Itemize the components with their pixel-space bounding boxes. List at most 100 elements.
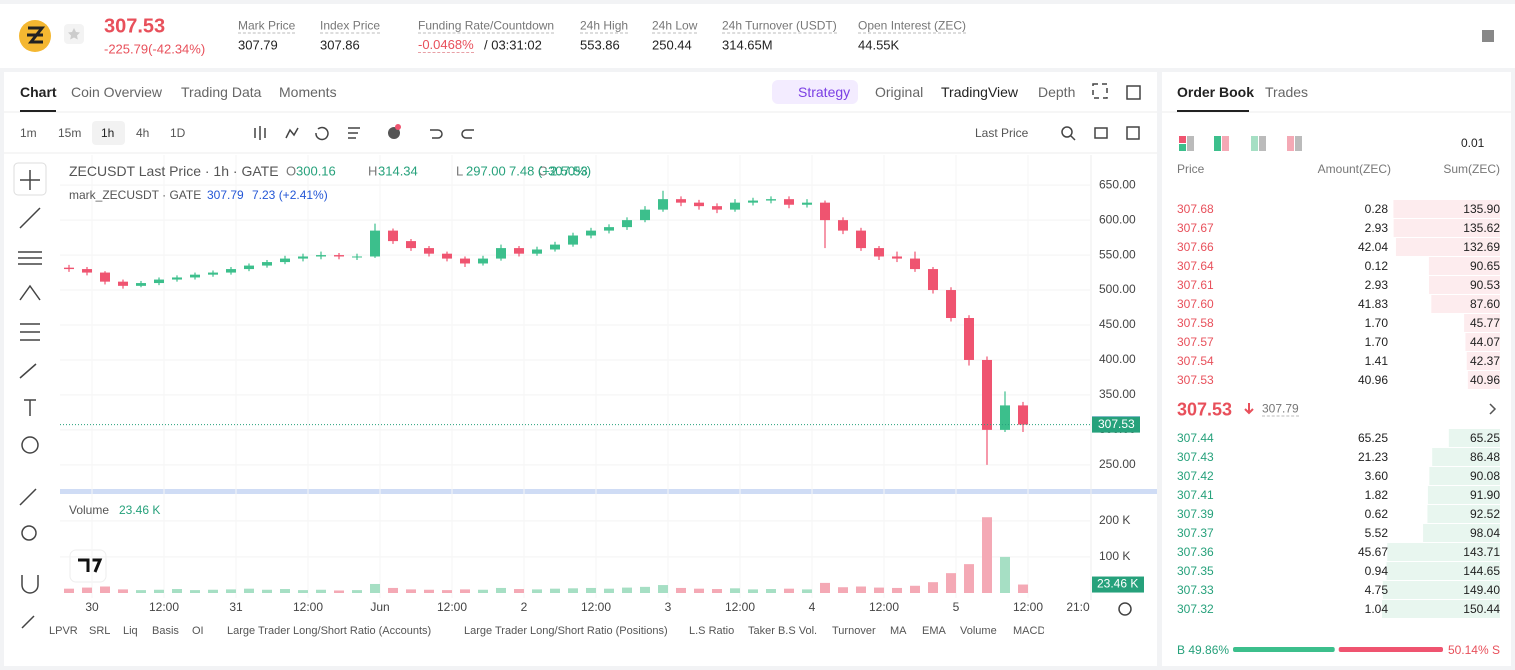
volume-bar: [820, 582, 830, 593]
indicator[interactable]: OI: [192, 625, 204, 637]
indicator[interactable]: Turnover: [832, 625, 876, 637]
tab[interactable]: Moments: [279, 84, 337, 100]
indicator[interactable]: MACD: [1013, 625, 1044, 637]
stat-label: 24h Turnover (USDT): [722, 18, 837, 34]
sell-ratio: [1338, 647, 1443, 652]
ob-amount: 1.82: [1364, 488, 1388, 502]
strategy-pill[interactable]: [772, 80, 858, 104]
ob-tab[interactable]: Trades: [1265, 84, 1309, 100]
depth-bar: [1386, 562, 1500, 580]
candle-body: [784, 199, 794, 205]
y-tick-label: 250.00: [1099, 457, 1136, 471]
interval[interactable]: 1m: [20, 126, 37, 140]
indicator-icon[interactable]: [388, 127, 400, 139]
chart: 250.00300.00350.00400.00450.00500.00550.…: [60, 155, 1500, 652]
volume-bar: [118, 589, 128, 593]
settings-icon[interactable]: [1118, 602, 1132, 616]
depth-bar: [1429, 467, 1500, 485]
precision[interactable]: 0.01: [1461, 136, 1485, 150]
last-price-label: 307.53: [1098, 417, 1135, 431]
ob-price: 307.58: [1177, 316, 1214, 330]
indicator[interactable]: Large Trader Long/Short Ratio (Positions…: [464, 625, 668, 637]
interval[interactable]: 15m: [58, 126, 82, 140]
candle-body: [136, 283, 146, 286]
x-tick-label: 31: [229, 600, 243, 614]
volume-bar: [262, 589, 272, 593]
volume-bar: [748, 589, 758, 593]
indicator[interactable]: Taker B.S Vol.: [748, 625, 818, 637]
indicator[interactable]: SRL: [89, 625, 111, 637]
indicator[interactable]: Liq: [123, 625, 138, 637]
stat-label: Mark Price: [238, 18, 296, 34]
volume-bar: [694, 588, 704, 593]
volume-bar: [838, 587, 848, 593]
tab[interactable]: Coin Overview: [71, 84, 163, 100]
volume-bar: [622, 587, 632, 593]
volume-bar: [514, 589, 524, 593]
tab[interactable]: Chart: [20, 84, 57, 100]
candle-body: [280, 258, 290, 263]
volume-bar: [730, 588, 740, 593]
ob-sum: 90.53: [1469, 278, 1500, 292]
ob-sum: 135.62: [1463, 221, 1500, 235]
volume-bar: [82, 587, 92, 593]
stat-value: 307.79: [238, 37, 278, 53]
expand-icon[interactable]: [1092, 83, 1108, 99]
mark-title: mark_ZECUSDT · GATE: [69, 188, 202, 202]
candle-body: [946, 290, 956, 319]
candle-body: [820, 202, 830, 221]
x-tick-label: 12:00: [581, 600, 611, 614]
candle-body: [388, 230, 398, 242]
view-tab[interactable]: Strategy: [798, 84, 851, 100]
volume-bar: [928, 582, 938, 593]
indicator[interactable]: Volume: [960, 625, 997, 637]
indicator[interactable]: MA: [890, 625, 907, 637]
x-tick-label: 30: [85, 600, 99, 614]
indicator[interactable]: EMA: [922, 625, 946, 637]
x-tick-label: 12:00: [437, 600, 467, 614]
volume-bar: [298, 590, 308, 593]
window-icon[interactable]: [1126, 85, 1141, 100]
depth-bar: [1382, 600, 1500, 618]
star-icon: [68, 28, 80, 40]
indicator[interactable]: Large Trader Long/Short Ratio (Accounts): [227, 625, 432, 637]
indicator[interactable]: L.S Ratio: [689, 625, 735, 637]
indicator[interactable]: LPVR: [49, 625, 78, 637]
volume-bar: [784, 588, 794, 593]
ob-header: Price: [1177, 162, 1205, 176]
ob-tab[interactable]: Order Book: [1177, 84, 1255, 100]
candle-body: [928, 269, 938, 291]
ob-sum: 150.44: [1463, 602, 1500, 616]
x-tick-label: Jun: [370, 600, 389, 614]
interval[interactable]: 1h: [101, 126, 115, 140]
ob-sum: 92.52: [1469, 507, 1500, 521]
ob-sum: 90.08: [1469, 469, 1500, 483]
ob-amount: 21.23: [1357, 450, 1388, 464]
ob-filters[interactable]: [1179, 136, 1302, 151]
volume-bar: [496, 587, 506, 593]
ob-price: 307.57: [1177, 335, 1214, 349]
ob-price: 307.68: [1177, 202, 1214, 216]
tab[interactable]: Trading Data: [181, 84, 262, 100]
ob-amount: 42.04: [1357, 240, 1388, 254]
price-source[interactable]: Last Price: [975, 126, 1029, 140]
volume-bar: [586, 587, 596, 593]
view-tab[interactable]: Depth: [1038, 84, 1076, 100]
legend-change: 7.48 (+2.50%): [509, 163, 592, 179]
volume-bar: [532, 589, 542, 593]
view-tab[interactable]: TradingView: [941, 84, 1019, 100]
view-tab[interactable]: Original: [875, 84, 924, 100]
x-tick-label: 12:00: [293, 600, 323, 614]
stat-value: 250.44: [652, 37, 692, 53]
volume-bar: [478, 589, 488, 593]
ob-header: Amount(ZEC): [1317, 162, 1391, 176]
interval[interactable]: 1D: [170, 126, 186, 140]
candle-body: [64, 267, 74, 270]
interval[interactable]: 4h: [136, 126, 150, 140]
ob-price: 307.37: [1177, 526, 1214, 540]
menu-icon[interactable]: [1482, 30, 1494, 42]
toolbar-icons[interactable]: [18, 126, 1140, 629]
indicator[interactable]: Basis: [152, 625, 179, 637]
candle-body: [964, 318, 974, 360]
ohlc-key: H: [368, 163, 378, 179]
